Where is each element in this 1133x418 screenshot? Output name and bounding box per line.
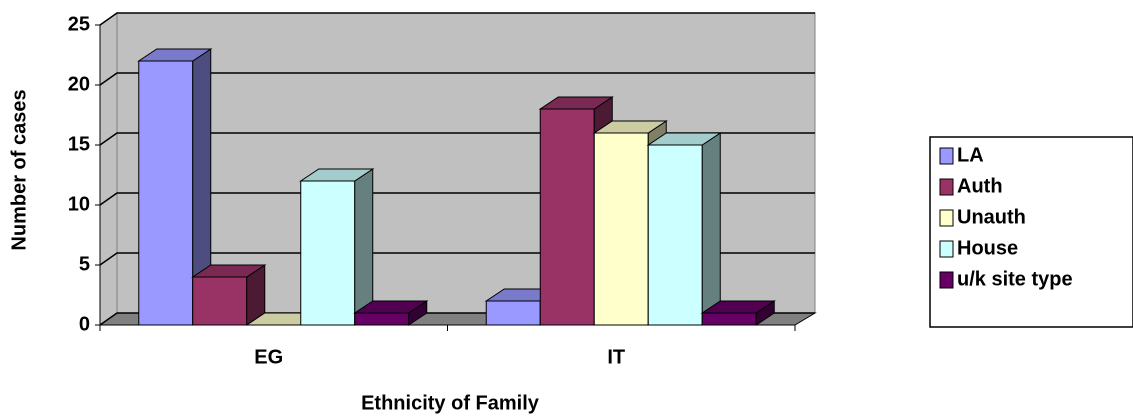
y-tick-label: 10 — [68, 193, 90, 215]
y-axis-title: Number of cases — [8, 89, 30, 250]
bar-top — [538, 96, 614, 110]
bar — [646, 132, 722, 326]
legend-swatch — [939, 147, 954, 165]
y-tick-label: 0 — [79, 313, 90, 335]
legend-label: Auth — [957, 175, 1003, 197]
grid-line — [99, 12, 815, 26]
bar-top — [299, 168, 375, 182]
bar-top — [646, 132, 722, 146]
bar — [700, 300, 776, 326]
bar — [137, 48, 213, 326]
bar-front — [192, 276, 248, 326]
legend-swatch — [939, 178, 954, 196]
bar-top — [592, 120, 668, 134]
legend-swatch — [939, 209, 954, 227]
bar-top — [137, 48, 213, 62]
bar-side — [354, 168, 374, 326]
bar-side — [701, 132, 721, 326]
bar-front — [354, 312, 410, 326]
bar-front — [647, 144, 703, 326]
legend-label: House — [957, 237, 1018, 259]
bar-front — [593, 132, 649, 326]
legend-label: LA — [957, 144, 984, 166]
y-tick-label: 20 — [68, 73, 90, 95]
bar — [353, 300, 429, 326]
legend-swatch — [939, 271, 954, 289]
side-wall — [99, 12, 118, 326]
bar-top — [700, 300, 776, 314]
bar-top — [191, 264, 267, 278]
bar-front — [138, 60, 194, 326]
bar-front — [539, 108, 595, 326]
bar — [299, 168, 375, 326]
x-tick-label: EG — [254, 346, 283, 368]
y-tick-label: 25 — [68, 13, 90, 35]
legend-swatch — [939, 240, 954, 258]
legend-label: u/k site type — [957, 268, 1073, 290]
bar-front — [701, 312, 757, 326]
bar-top — [353, 300, 429, 314]
x-tick-label: IT — [607, 346, 625, 368]
bar-front — [485, 300, 541, 326]
grid-line — [99, 72, 815, 86]
legend — [929, 136, 1133, 328]
x-axis-title: Ethnicity of Family — [361, 392, 540, 414]
y-tick-label: 5 — [79, 253, 90, 275]
bar — [191, 264, 267, 326]
legend-label: Unauth — [957, 206, 1026, 228]
y-tick-label: 15 — [68, 133, 90, 155]
bar-front — [300, 180, 356, 326]
